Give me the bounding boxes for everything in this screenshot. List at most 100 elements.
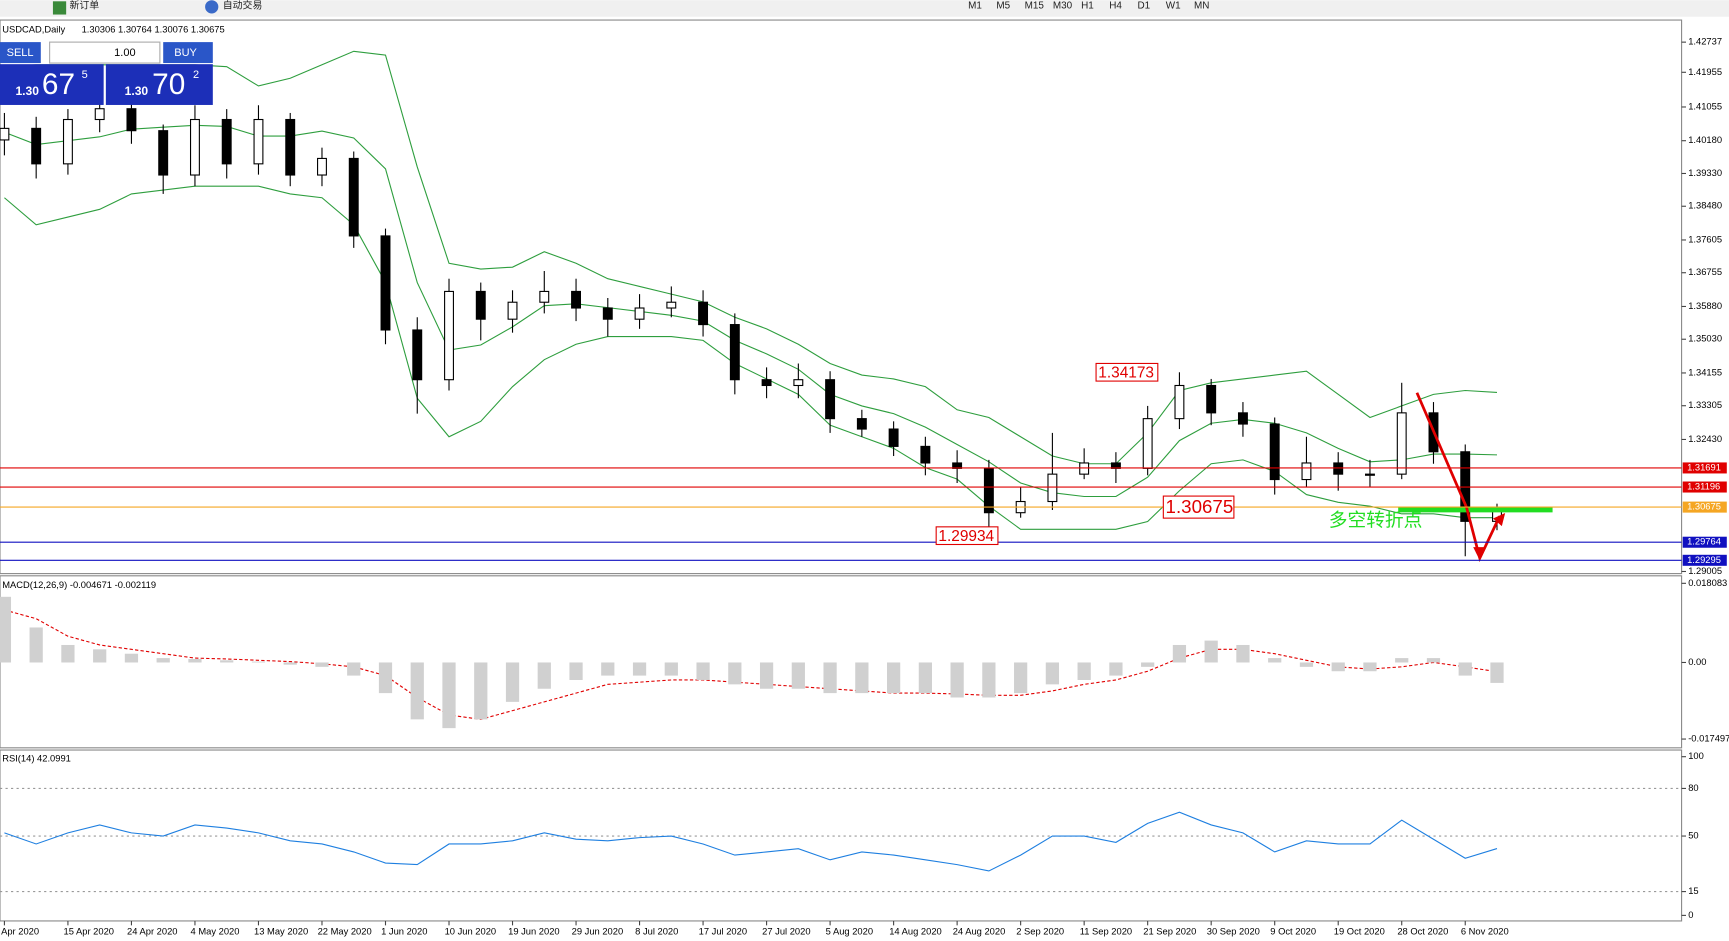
x-tick-label: 6 Nov 2020: [1461, 926, 1509, 936]
candle-body: [158, 130, 169, 176]
candle-body: [412, 329, 423, 381]
x-tick-label: 11 Sep 2020: [1080, 926, 1132, 936]
buy-button[interactable]: [163, 42, 213, 64]
timeframe-button[interactable]: D1: [1138, 0, 1151, 11]
x-tick-label: 17 Jul 2020: [699, 926, 747, 936]
timeframe-button[interactable]: M30: [1053, 0, 1073, 11]
level-tag: [1682, 501, 1727, 513]
macd-pane: [0, 575, 1683, 749]
y-tick-label: 0.00: [1688, 657, 1706, 667]
candle-body: [1174, 384, 1185, 420]
y-tick-label: 1.42737: [1688, 37, 1722, 47]
x-tick-label: 21 Sep 2020: [1143, 926, 1196, 936]
timeframe-button[interactable]: H4: [1109, 0, 1122, 11]
x-tick-label: Apr 2020: [1, 926, 39, 936]
arrow-head: [1493, 512, 1506, 527]
macd-bar: [315, 662, 329, 667]
sell-price-box[interactable]: [0, 64, 104, 105]
timeframe-button[interactable]: M1: [968, 0, 982, 11]
candle-body: [444, 290, 454, 381]
buy-price-box[interactable]: [105, 64, 213, 105]
macd-bar: [982, 662, 996, 698]
candle-body: [1365, 473, 1375, 476]
macd-bar: [537, 662, 551, 689]
macd-bar: [696, 662, 710, 680]
candle-body: [920, 445, 931, 464]
y-tick-label: 1.35880: [1688, 301, 1722, 311]
auto-trading-icon[interactable]: [205, 0, 219, 14]
candle-body: [221, 118, 232, 165]
x-tick-label: 28 Oct 2020: [1397, 926, 1448, 936]
candle-body: [1396, 412, 1407, 475]
candle-body: [317, 157, 327, 176]
buy-price-big: 70: [152, 68, 185, 101]
macd-bar: [759, 662, 774, 689]
candle-body: [1206, 384, 1217, 414]
macd-bar: [918, 662, 932, 694]
auto-trading-button[interactable]: 自动交易: [223, 0, 263, 11]
y-tick-label: 1.39330: [1688, 168, 1722, 178]
candle-body: [126, 108, 137, 132]
sell-label[interactable]: SELL: [7, 47, 34, 59]
buy-price-prefix: 1.30: [125, 84, 149, 98]
timeframe-button[interactable]: H1: [1081, 0, 1094, 11]
macd-bar: [0, 596, 12, 663]
macd-bar: [1045, 662, 1060, 685]
macd-bar: [1331, 662, 1345, 672]
macd-bar: [1109, 662, 1123, 676]
candle-body: [729, 324, 740, 381]
macd-bar: [1236, 644, 1250, 663]
candle-body: [348, 157, 359, 237]
timeframe-button[interactable]: W1: [1166, 0, 1181, 11]
candle-body: [94, 108, 105, 121]
macd-bar: [188, 658, 202, 663]
candle-body: [1142, 418, 1153, 469]
main-pane: [0, 19, 1683, 575]
pivot-label: 多空转折点: [1329, 510, 1423, 531]
lot-value[interactable]: 1.00: [114, 47, 135, 59]
x-tick-label: 10 Jun 2020: [445, 926, 497, 936]
macd-bar: [728, 662, 742, 685]
candle-body: [825, 379, 836, 420]
new-order-button[interactable]: 新订单: [69, 0, 99, 11]
macd-bar: [1141, 662, 1155, 667]
macd-bar: [791, 662, 805, 689]
macd-bar: [632, 662, 647, 676]
macd-bar: [156, 658, 170, 663]
macd-bar: [823, 662, 837, 694]
bollinger-band: [4, 185, 1497, 530]
buy-price-small: 2: [193, 69, 199, 81]
y-tick-label: 1.38480: [1688, 201, 1722, 211]
buy-label[interactable]: BUY: [174, 47, 197, 59]
macd-bar: [410, 662, 424, 720]
candle-body: [285, 118, 296, 176]
x-tick-label: 1 Jun 2020: [381, 926, 427, 936]
level-tag: [1682, 462, 1727, 474]
x-tick-label: 19 Jun 2020: [508, 926, 560, 936]
new-order-icon[interactable]: [52, 1, 67, 15]
y-tick-label: 1.32430: [1688, 434, 1722, 444]
timeframe-button[interactable]: M15: [1025, 0, 1045, 11]
level-label: 1.31691: [1687, 462, 1721, 472]
x-tick-label: 14 Aug 2020: [889, 926, 942, 936]
level-tag: [1682, 481, 1727, 493]
candle-body: [1237, 412, 1248, 425]
x-tick-label: 5 Aug 2020: [826, 926, 873, 936]
timeframe-button[interactable]: M5: [996, 0, 1010, 11]
bollinger-band: [4, 50, 1498, 465]
timeframe-button[interactable]: MN: [1194, 0, 1209, 11]
macd-bar: [601, 662, 615, 676]
macd-bar: [1172, 644, 1187, 663]
y-tick-label: -0.017497: [1688, 734, 1729, 744]
candle-body: [0, 127, 10, 141]
y-tick-label: 80: [1688, 783, 1698, 793]
candle-body: [634, 307, 645, 320]
x-tick-label: 2 Sep 2020: [1016, 926, 1064, 936]
lot-input[interactable]: [49, 41, 161, 64]
level-tag: [1682, 536, 1727, 548]
sell-button[interactable]: [0, 42, 41, 64]
macd-bar: [950, 662, 964, 698]
candle-body: [189, 118, 200, 176]
price-annotation: 1.29934: [938, 528, 994, 545]
